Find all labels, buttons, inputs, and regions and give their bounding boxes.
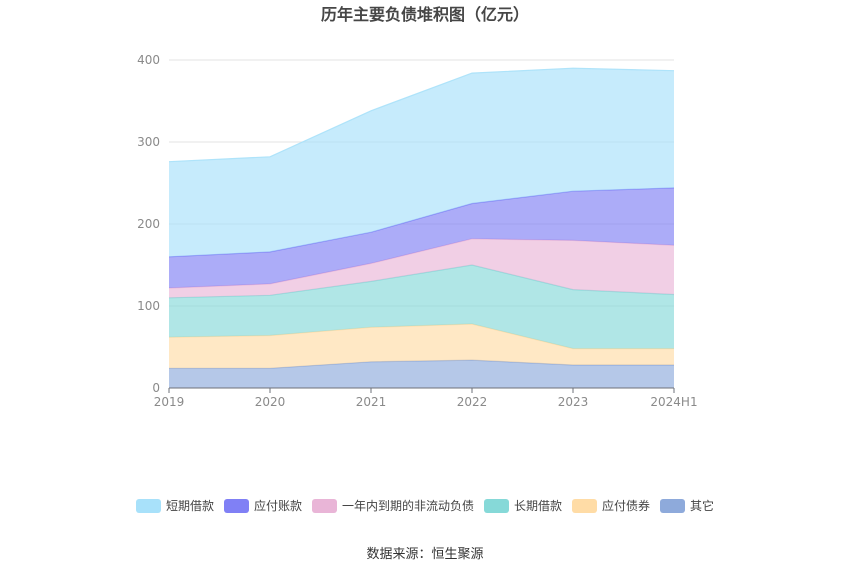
x-axis-tick-labels: 2019 2020 2021 2022 2023 2024H1: [154, 395, 698, 409]
area-series-一年内到期的非流动负债: [169, 238, 674, 298]
legend-swatch: [660, 499, 685, 513]
x-tick-label: 2019: [154, 395, 185, 409]
legend-item[interactable]: 一年内到期的非流动负债: [312, 498, 474, 513]
area-series-短期借款: [169, 68, 674, 257]
y-tick-label: 400: [137, 53, 160, 67]
area-series-应付债券: [169, 324, 674, 369]
area-series-长期借款: [169, 265, 674, 349]
axes: [168, 387, 675, 393]
legend-label: 其它: [690, 498, 714, 513]
stacked-areas: [168, 67, 675, 388]
legend-item[interactable]: 短期借款: [136, 499, 214, 513]
area-series-edge: [168, 67, 675, 163]
legend-label: 应付账款: [254, 498, 302, 513]
legend-swatch: [224, 499, 249, 513]
area-series-应付账款: [169, 187, 674, 288]
chart-legend: 短期借款 应付账款 一年内到期的非流动负债 长期借款 应付债券 其它: [136, 498, 714, 513]
x-tick-label: 2023: [558, 395, 589, 409]
legend-label: 一年内到期的非流动负债: [342, 498, 474, 513]
legend-swatch: [572, 499, 597, 513]
y-tick-label: 0: [152, 381, 160, 395]
legend-swatch: [312, 499, 337, 513]
legend-label: 应付债券: [602, 498, 650, 513]
y-tick-label: 300: [137, 135, 160, 149]
x-tick-label: 2020: [255, 395, 286, 409]
legend-item[interactable]: 其它: [660, 498, 714, 513]
legend-item[interactable]: 应付债券: [572, 498, 650, 513]
legend-item[interactable]: 长期借款: [484, 499, 562, 513]
x-tick-label: 2024H1: [650, 395, 697, 409]
chart-title: 历年主要负债堆积图（亿元）: [321, 5, 529, 24]
y-tick-label: 200: [137, 217, 160, 231]
x-tick-label: 2022: [457, 395, 488, 409]
legend-label: 长期借款: [514, 499, 562, 513]
data-source-note: 数据来源：恒生聚源: [366, 547, 483, 562]
x-tick-label: 2021: [356, 395, 387, 409]
legend-label: 短期借款: [166, 499, 214, 513]
legend-item[interactable]: 应付账款: [224, 498, 302, 513]
y-axis-tick-labels: 0 100 200 300 400: [137, 53, 160, 395]
y-tick-label: 100: [137, 299, 160, 313]
legend-swatch: [136, 499, 161, 513]
legend-swatch: [484, 499, 509, 513]
